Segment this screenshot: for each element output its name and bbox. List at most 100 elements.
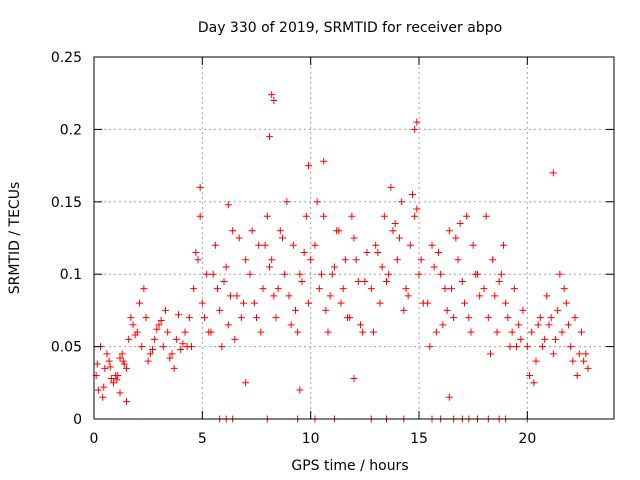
data-point — [281, 270, 289, 278]
data-point — [560, 285, 568, 293]
data-point — [445, 227, 453, 235]
y-tick-label: 0.25 — [51, 50, 82, 66]
data-point — [240, 299, 247, 307]
data-point — [320, 212, 328, 220]
data-point — [413, 205, 421, 213]
data-point — [489, 256, 497, 264]
data-point — [476, 292, 484, 300]
data-point — [140, 285, 148, 293]
data-point — [357, 321, 364, 329]
data-point — [467, 328, 475, 336]
data-point — [113, 376, 121, 384]
data-point — [402, 285, 410, 293]
data-point — [532, 357, 540, 365]
data-point — [103, 350, 111, 358]
data-point — [380, 212, 388, 220]
data-point — [547, 314, 555, 322]
data-point — [493, 328, 501, 336]
data-point — [536, 314, 544, 322]
data-point — [508, 328, 516, 336]
data-point — [411, 125, 419, 133]
data-point — [231, 335, 239, 343]
y-tick-label: 0.05 — [51, 340, 82, 356]
data-point — [393, 256, 401, 264]
data-point — [461, 299, 468, 307]
data-point — [354, 277, 362, 285]
data-point — [144, 357, 152, 365]
data-point — [216, 306, 224, 314]
data-point — [289, 241, 297, 249]
x-tick-label: 5 — [198, 431, 207, 447]
data-point — [404, 292, 412, 300]
data-point — [192, 248, 200, 256]
data-point — [554, 306, 562, 314]
data-point — [110, 379, 117, 387]
data-point — [497, 270, 505, 278]
data-point — [162, 306, 169, 314]
data-point — [530, 379, 538, 387]
data-point — [166, 354, 174, 362]
data-point — [229, 227, 237, 235]
data-point — [261, 241, 269, 249]
data-point — [305, 299, 312, 307]
data-point — [318, 270, 325, 278]
data-point — [506, 343, 514, 351]
data-point — [562, 299, 570, 307]
data-point — [94, 386, 102, 394]
data-point — [177, 345, 185, 353]
data-point — [296, 386, 304, 394]
data-point — [432, 328, 440, 336]
data-point — [201, 314, 208, 322]
data-point — [190, 285, 198, 293]
data-point — [367, 285, 375, 293]
data-point — [307, 256, 315, 264]
data-point — [539, 343, 546, 351]
data-point — [372, 241, 380, 249]
data-point — [541, 335, 549, 343]
data-point — [300, 248, 308, 256]
data-point — [198, 299, 206, 307]
data-point — [157, 317, 165, 325]
data-point — [545, 321, 553, 329]
data-point — [565, 321, 572, 329]
data-point — [474, 270, 481, 278]
data-point — [313, 198, 321, 206]
data-point — [424, 299, 432, 307]
data-point — [203, 270, 211, 278]
data-point — [504, 314, 512, 322]
data-point — [175, 311, 182, 319]
data-point — [315, 285, 323, 293]
data-point — [549, 350, 557, 358]
data-point — [248, 227, 256, 235]
data-point — [396, 234, 403, 242]
data-point — [415, 270, 423, 278]
data-point — [266, 133, 273, 141]
data-point — [155, 321, 163, 329]
data-point — [463, 212, 471, 220]
data-point — [558, 328, 566, 336]
data-point — [411, 212, 419, 220]
data-point — [513, 343, 520, 351]
data-point — [116, 389, 124, 397]
data-point — [270, 292, 278, 300]
data-point — [153, 325, 161, 333]
data-point — [127, 314, 135, 322]
data-point — [116, 354, 124, 362]
data-point — [250, 299, 258, 307]
data-point — [222, 263, 230, 271]
data-point — [227, 292, 234, 300]
data-point — [101, 364, 109, 372]
data-point — [552, 335, 559, 343]
data-point — [491, 292, 499, 300]
data-point — [378, 263, 386, 271]
data-point — [350, 374, 358, 382]
data-point — [292, 306, 299, 314]
data-point — [443, 306, 451, 314]
y-tick-label: 0.2 — [60, 122, 82, 138]
data-point — [389, 227, 397, 235]
data-point — [435, 248, 442, 256]
data-point — [335, 227, 343, 235]
data-point — [409, 191, 416, 199]
data-point — [268, 256, 276, 264]
data-point — [484, 314, 492, 322]
